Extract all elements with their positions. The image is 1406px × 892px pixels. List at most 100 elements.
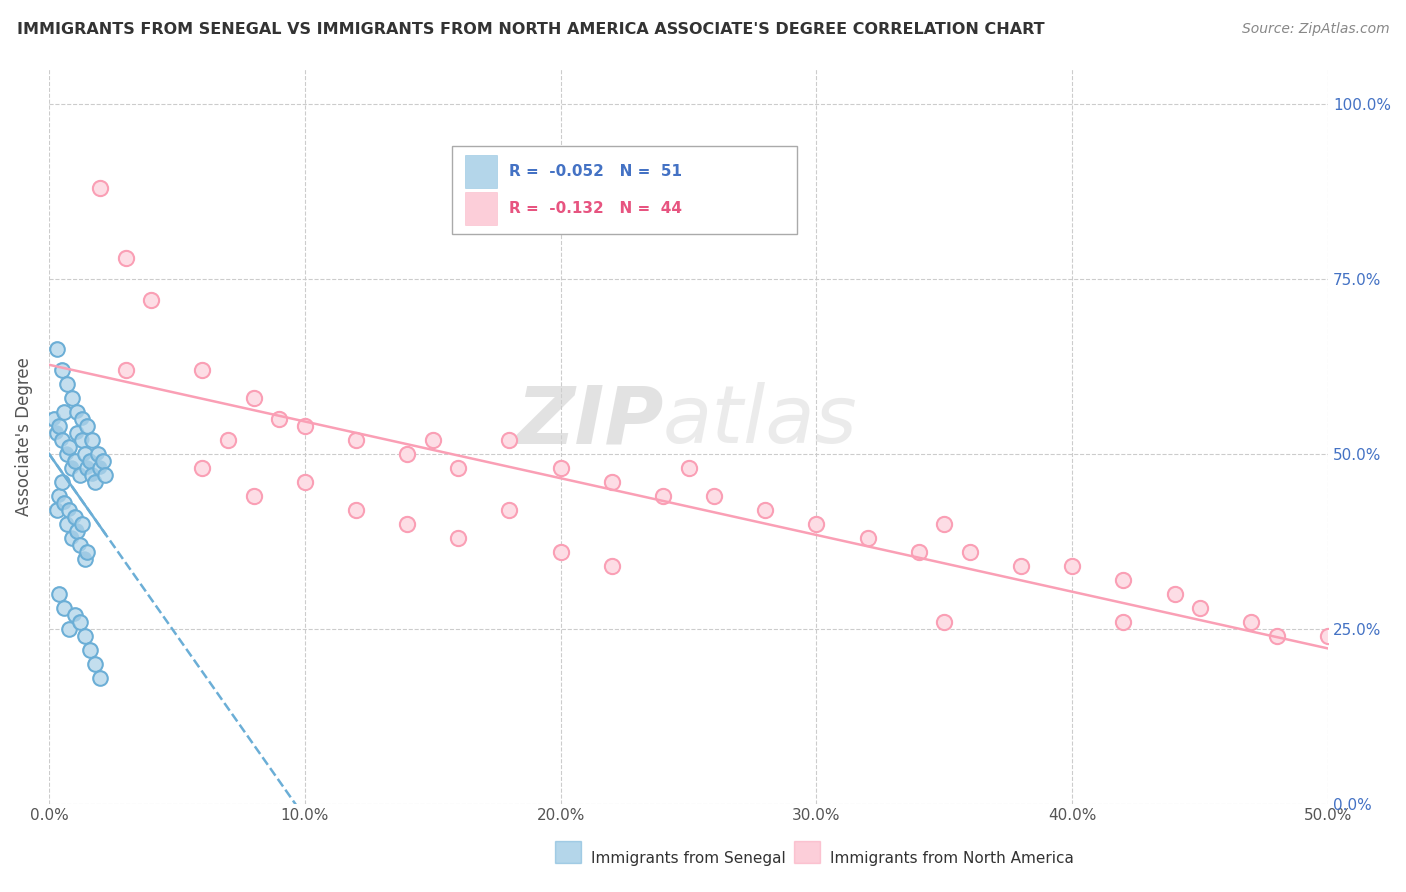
- Point: [498, 433, 520, 447]
- Point: [84, 657, 107, 671]
- Text: IMMIGRANTS FROM SENEGAL VS IMMIGRANTS FROM NORTH AMERICA ASSOCIATE'S DEGREE CORR: IMMIGRANTS FROM SENEGAL VS IMMIGRANTS FR…: [17, 22, 1045, 37]
- Point: [82, 433, 104, 447]
- Point: [45, 502, 67, 516]
- Point: [242, 391, 264, 405]
- Point: [907, 544, 929, 558]
- Point: [396, 516, 419, 531]
- Point: [396, 446, 419, 460]
- Point: [1317, 629, 1340, 643]
- Point: [89, 671, 111, 685]
- Point: [45, 425, 67, 440]
- Point: [934, 516, 956, 531]
- Point: [703, 489, 725, 503]
- Point: [1112, 573, 1135, 587]
- Point: [56, 446, 79, 460]
- Point: [94, 467, 117, 482]
- Point: [114, 251, 136, 265]
- Point: [498, 502, 520, 516]
- Point: [703, 489, 725, 503]
- Point: [69, 467, 91, 482]
- Point: [82, 433, 104, 447]
- Point: [70, 516, 93, 531]
- Point: [806, 516, 828, 531]
- Bar: [465, 192, 496, 225]
- Point: [45, 502, 67, 516]
- Point: [56, 376, 79, 391]
- Point: [51, 433, 73, 447]
- Point: [94, 467, 117, 482]
- Point: [396, 446, 419, 460]
- Point: [60, 531, 83, 545]
- Point: [141, 293, 163, 307]
- Point: [73, 629, 96, 643]
- Point: [1112, 615, 1135, 629]
- Point: [344, 433, 367, 447]
- Point: [76, 418, 98, 433]
- Point: [73, 551, 96, 566]
- Point: [63, 453, 86, 467]
- Point: [1163, 586, 1185, 600]
- Point: [69, 615, 91, 629]
- Point: [58, 440, 80, 454]
- Point: [70, 433, 93, 447]
- Point: [934, 615, 956, 629]
- Point: [141, 293, 163, 307]
- Point: [70, 433, 93, 447]
- Point: [60, 391, 83, 405]
- Point: [114, 362, 136, 376]
- Point: [344, 502, 367, 516]
- Point: [79, 453, 101, 467]
- Point: [191, 362, 214, 376]
- Point: [447, 531, 470, 545]
- Point: [600, 475, 623, 489]
- Point: [63, 453, 86, 467]
- Point: [63, 509, 86, 524]
- Point: [294, 475, 316, 489]
- Point: [58, 622, 80, 636]
- Point: [422, 433, 444, 447]
- Point: [60, 460, 83, 475]
- Point: [191, 362, 214, 376]
- Point: [114, 362, 136, 376]
- Bar: [465, 155, 496, 188]
- Point: [48, 586, 70, 600]
- Point: [60, 531, 83, 545]
- Point: [191, 460, 214, 475]
- FancyBboxPatch shape: [451, 145, 797, 234]
- Point: [294, 418, 316, 433]
- Point: [45, 425, 67, 440]
- Point: [70, 411, 93, 425]
- Point: [51, 362, 73, 376]
- Point: [89, 460, 111, 475]
- Point: [678, 460, 700, 475]
- Point: [69, 538, 91, 552]
- Point: [1317, 629, 1340, 643]
- Text: Immigrants from North America: Immigrants from North America: [830, 852, 1073, 866]
- Point: [269, 411, 291, 425]
- Point: [550, 544, 572, 558]
- Point: [56, 516, 79, 531]
- Point: [89, 671, 111, 685]
- Point: [84, 657, 107, 671]
- Point: [89, 180, 111, 194]
- Point: [1010, 558, 1032, 573]
- Text: Immigrants from Senegal: Immigrants from Senegal: [591, 852, 786, 866]
- Point: [84, 475, 107, 489]
- Point: [1240, 615, 1263, 629]
- Point: [69, 467, 91, 482]
- Point: [959, 544, 981, 558]
- Point: [79, 642, 101, 657]
- Point: [934, 615, 956, 629]
- Point: [754, 502, 776, 516]
- Point: [51, 475, 73, 489]
- Point: [1112, 615, 1135, 629]
- Point: [58, 440, 80, 454]
- Point: [79, 642, 101, 657]
- Point: [217, 433, 239, 447]
- Point: [42, 411, 65, 425]
- Point: [69, 538, 91, 552]
- Point: [53, 404, 76, 418]
- Point: [73, 551, 96, 566]
- Point: [856, 531, 879, 545]
- Point: [1112, 573, 1135, 587]
